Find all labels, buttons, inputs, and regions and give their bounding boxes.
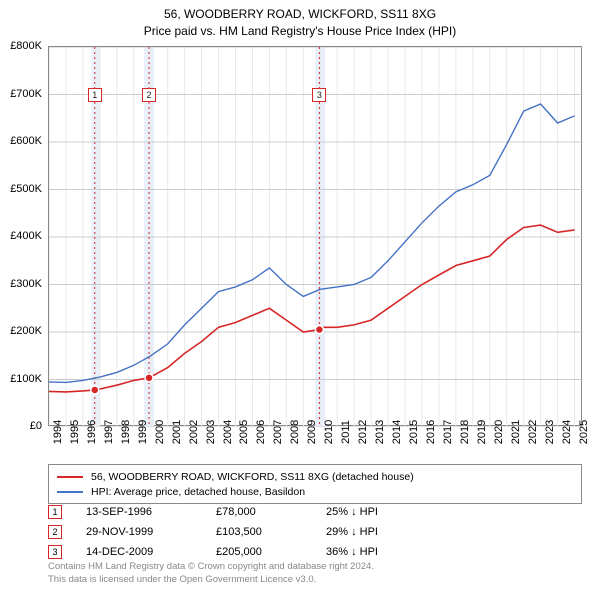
legend-row: 56, WOODBERRY ROAD, WICKFORD, SS11 8XG (…: [57, 469, 573, 484]
y-tick-label: £0: [30, 420, 42, 432]
x-tick-label: 1994: [52, 420, 64, 444]
legend-row: HPI: Average price, detached house, Basi…: [57, 484, 573, 499]
y-axis: £0£100K£200K£300K£400K£500K£600K£700K£80…: [0, 46, 46, 426]
sales-price: £205,000: [216, 546, 326, 558]
sale-marker-box: 3: [312, 88, 326, 102]
x-tick-label: 2023: [544, 420, 556, 444]
sale-marker-box: 2: [142, 88, 156, 102]
sales-marker: 1: [48, 505, 62, 519]
x-tick-label: 2001: [171, 420, 183, 444]
x-tick-label: 2004: [222, 420, 234, 444]
sales-marker: 3: [48, 545, 62, 559]
x-tick-label: 1997: [103, 420, 115, 444]
sales-row: 2 29-NOV-1999£103,50029% ↓ HPI: [48, 522, 436, 542]
sales-marker: 2: [48, 525, 62, 539]
y-tick-label: £700K: [10, 88, 42, 100]
x-tick-label: 2020: [493, 420, 505, 444]
sales-row: 3 14-DEC-2009£205,00036% ↓ HPI: [48, 542, 436, 562]
y-tick-label: £800K: [10, 40, 42, 52]
x-tick-label: 2024: [561, 420, 573, 444]
sales-price: £78,000: [216, 506, 326, 518]
footer-line1: Contains HM Land Registry data © Crown c…: [48, 561, 374, 573]
sales-row: 1 13-SEP-1996£78,00025% ↓ HPI: [48, 502, 436, 522]
footer: Contains HM Land Registry data © Crown c…: [48, 561, 374, 586]
x-tick-label: 2011: [340, 420, 352, 444]
x-tick-label: 2009: [306, 420, 318, 444]
sales-pct: 29% ↓ HPI: [326, 526, 436, 538]
x-tick-label: 1995: [69, 420, 81, 444]
plot-area: 1 2 3: [48, 46, 582, 426]
x-axis: 1994199519961997199819992000200120022003…: [48, 428, 582, 462]
x-tick-label: 2008: [289, 420, 301, 444]
x-tick-label: 2014: [391, 420, 403, 444]
title-block: 56, WOODBERRY ROAD, WICKFORD, SS11 8XG P…: [0, 0, 600, 40]
sales-date: 13-SEP-1996: [86, 506, 216, 518]
sales-date: 14-DEC-2009: [86, 546, 216, 558]
x-tick-label: 2012: [357, 420, 369, 444]
y-tick-label: £100K: [10, 373, 42, 385]
x-tick-label: 2005: [238, 420, 250, 444]
x-tick-label: 2000: [154, 420, 166, 444]
chart-svg: [49, 47, 583, 427]
legend-label: HPI: Average price, detached house, Basi…: [91, 486, 305, 498]
x-tick-label: 2003: [205, 420, 217, 444]
x-tick-label: 2025: [578, 420, 590, 444]
x-tick-label: 1999: [137, 420, 149, 444]
x-tick-label: 1996: [86, 420, 98, 444]
x-tick-label: 2015: [408, 420, 420, 444]
y-tick-label: £600K: [10, 135, 42, 147]
title-subtitle: Price paid vs. HM Land Registry's House …: [0, 23, 600, 40]
legend-swatch: [57, 491, 83, 493]
x-tick-label: 2013: [374, 420, 386, 444]
sale-marker-box: 1: [88, 88, 102, 102]
legend-label: 56, WOODBERRY ROAD, WICKFORD, SS11 8XG (…: [91, 471, 414, 483]
legend: 56, WOODBERRY ROAD, WICKFORD, SS11 8XG (…: [48, 464, 582, 504]
sales-pct: 25% ↓ HPI: [326, 506, 436, 518]
x-tick-label: 1998: [120, 420, 132, 444]
y-tick-label: £400K: [10, 230, 42, 242]
title-address: 56, WOODBERRY ROAD, WICKFORD, SS11 8XG: [0, 6, 600, 23]
sales-pct: 36% ↓ HPI: [326, 546, 436, 558]
y-tick-label: £200K: [10, 325, 42, 337]
legend-swatch: [57, 476, 83, 478]
footer-line2: This data is licensed under the Open Gov…: [48, 574, 374, 586]
x-tick-label: 2018: [459, 420, 471, 444]
x-tick-label: 2017: [442, 420, 454, 444]
y-tick-label: £300K: [10, 278, 42, 290]
x-tick-label: 2006: [255, 420, 267, 444]
sales-price: £103,500: [216, 526, 326, 538]
x-tick-label: 2019: [476, 420, 488, 444]
x-tick-label: 2007: [272, 420, 284, 444]
x-tick-label: 2002: [188, 420, 200, 444]
sales-table: 1 13-SEP-1996£78,00025% ↓ HPI 2 29-NOV-1999…: [48, 502, 436, 562]
x-tick-label: 2010: [323, 420, 335, 444]
chart-container: 56, WOODBERRY ROAD, WICKFORD, SS11 8XG P…: [0, 0, 600, 590]
x-tick-label: 2022: [527, 420, 539, 444]
x-tick-label: 2016: [425, 420, 437, 444]
sales-date: 29-NOV-1999: [86, 526, 216, 538]
y-tick-label: £500K: [10, 183, 42, 195]
x-tick-label: 2021: [510, 420, 522, 444]
